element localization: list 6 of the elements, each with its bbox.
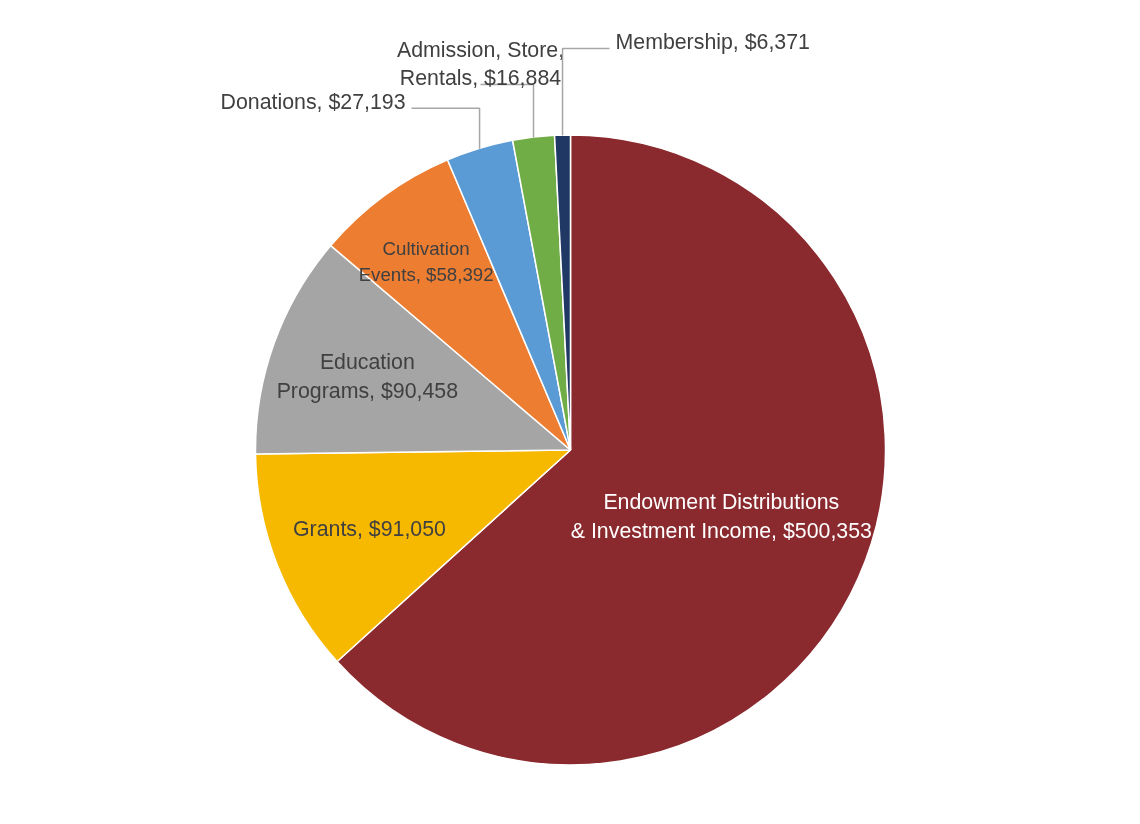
- slice-label: Admission, Store, Rentals, $16,884: [396, 37, 565, 91]
- slice-label: Endowment Distributions & Investment Income, $500,353: [570, 490, 872, 544]
- slice-label: Membership, $6,371: [615, 30, 810, 55]
- slice-label: Grants, $91,050: [293, 516, 447, 541]
- slice-label: Education Programs, $90,458: [276, 350, 459, 404]
- slice-label: Donations, $27,193: [220, 90, 406, 115]
